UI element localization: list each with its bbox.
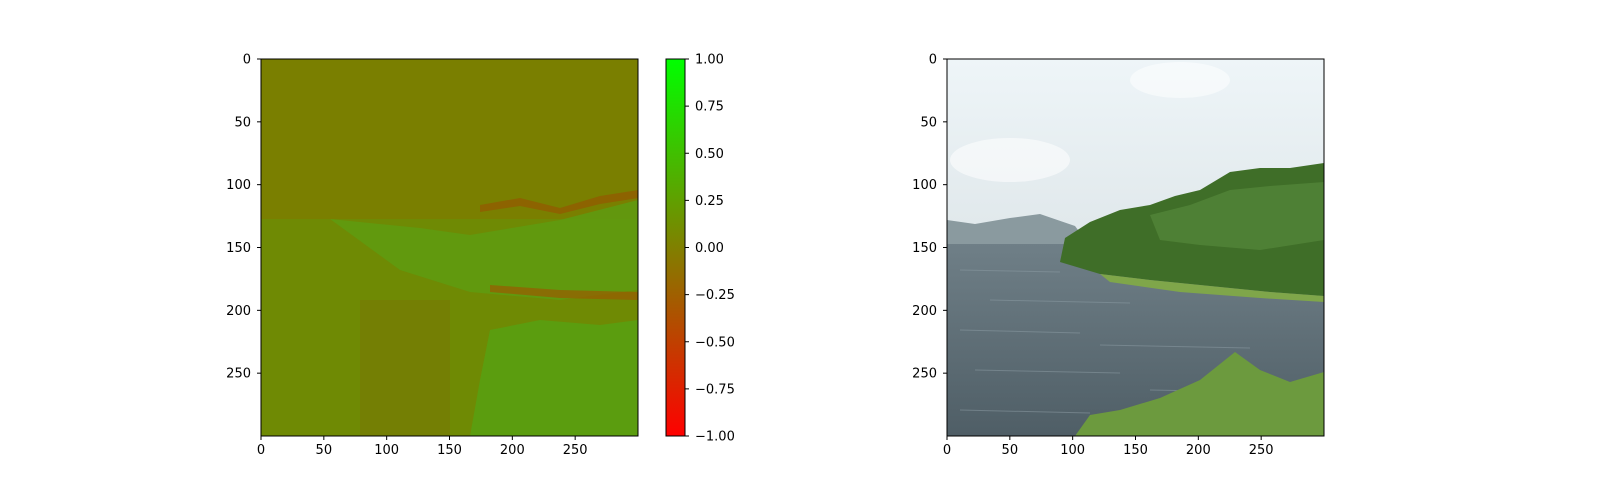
photo-x-axis: 0 50 100 150 200 250 xyxy=(943,436,1274,458)
heatmap-dark-band xyxy=(360,300,450,436)
colorbar-tick-label: −0.75 xyxy=(695,382,735,397)
colorbar-tick-label: 0.25 xyxy=(695,194,724,209)
photo-cloud xyxy=(950,138,1070,182)
heatmap-x-tick-label: 250 xyxy=(563,443,588,458)
colorbar-tick-label: 0.50 xyxy=(695,147,724,162)
photo-x-tick-label: 100 xyxy=(1060,443,1085,458)
heatmap-y-tick-label: 250 xyxy=(226,367,251,382)
photo-hills xyxy=(947,214,1090,248)
colorbar-tick-label: −0.25 xyxy=(695,288,735,303)
colorbar-tick-label: 0.75 xyxy=(695,100,724,115)
colorbar: −1.00 −0.75 −0.50 −0.25 0.00 0.25 0.50 0.75 1.00 xyxy=(665,53,735,445)
heatmap-x-tick-label: 50 xyxy=(316,443,333,458)
heatmap-treeline-band xyxy=(480,190,638,214)
photo-y-tick-label: 0 xyxy=(929,53,937,68)
photo-y-axis: 0 50 100 150 200 250 xyxy=(912,53,947,382)
heatmap-y-tick-label: 0 xyxy=(243,53,251,68)
heatmap-y-tick-label: 150 xyxy=(226,241,251,256)
heatmap-y-tick-label: 50 xyxy=(234,115,251,130)
photo-panel: 0 50 100 150 200 250 0 50 100 150 200 250 xyxy=(912,53,1325,458)
colorbar-tick-label: 0.00 xyxy=(695,241,724,256)
heatmap-x-tick-label: 200 xyxy=(500,443,525,458)
heatmap-image xyxy=(261,59,638,436)
photo-y-tick-label: 100 xyxy=(912,178,937,193)
colorbar-tick-label: −1.00 xyxy=(695,430,735,445)
photo-x-tick-label: 50 xyxy=(1002,443,1019,458)
heatmap-shoreline-band xyxy=(490,285,638,300)
heatmap-sky-region xyxy=(261,59,638,219)
photo-image xyxy=(947,59,1324,436)
photo-y-tick-label: 50 xyxy=(920,115,937,130)
colorbar-tick-label: 1.00 xyxy=(695,53,724,68)
heatmap-x-axis: 0 50 100 150 200 250 xyxy=(257,436,588,458)
colorbar-axis: −1.00 −0.75 −0.50 −0.25 0.00 0.25 0.50 0.75 1.00 xyxy=(685,53,735,445)
photo-x-tick-label: 250 xyxy=(1249,443,1274,458)
photo-forest-highlight xyxy=(1150,182,1324,250)
heatmap-panel: 0 50 100 150 200 250 0 50 100 150 200 250 xyxy=(226,53,639,458)
photo-x-tick-label: 0 xyxy=(943,443,951,458)
heatmap-x-tick-label: 150 xyxy=(437,443,462,458)
photo-y-tick-label: 200 xyxy=(912,304,937,319)
heatmap-y-tick-label: 200 xyxy=(226,304,251,319)
heatmap-y-axis: 0 50 100 150 200 250 xyxy=(226,53,261,382)
photo-shore-grass xyxy=(1100,274,1324,302)
photo-y-tick-label: 150 xyxy=(912,241,937,256)
heatmap-x-tick-label: 100 xyxy=(374,443,399,458)
heatmap-vegetation-region xyxy=(330,200,638,300)
photo-x-tick-label: 200 xyxy=(1186,443,1211,458)
colorbar-gradient xyxy=(665,58,686,437)
colorbar-tick-label: −0.50 xyxy=(695,335,735,350)
heatmap-y-tick-label: 100 xyxy=(226,178,251,193)
heatmap-x-tick-label: 0 xyxy=(257,443,265,458)
photo-cloud xyxy=(1130,62,1230,98)
heatmap-foreground-region xyxy=(470,320,638,436)
photo-y-tick-label: 250 xyxy=(912,367,937,382)
photo-foreground-plants xyxy=(1075,352,1324,436)
photo-x-tick-label: 150 xyxy=(1123,443,1148,458)
